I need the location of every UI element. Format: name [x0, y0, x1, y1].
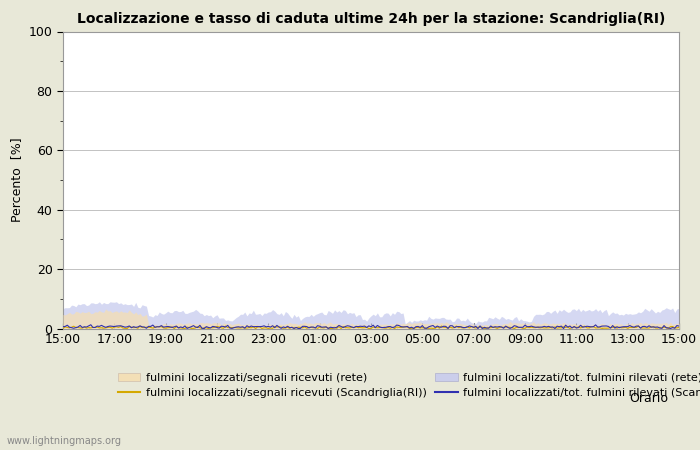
- Text: www.lightningmaps.org: www.lightningmaps.org: [7, 436, 122, 446]
- Title: Localizzazione e tasso di caduta ultime 24h per la stazione: Scandriglia(RI): Localizzazione e tasso di caduta ultime …: [77, 12, 665, 26]
- Text: Orario: Orario: [629, 392, 668, 405]
- Y-axis label: Percento  [%]: Percento [%]: [10, 138, 23, 222]
- Legend: fulmini localizzati/segnali ricevuti (rete), fulmini localizzati/segnali ricevut: fulmini localizzati/segnali ricevuti (re…: [118, 373, 700, 398]
